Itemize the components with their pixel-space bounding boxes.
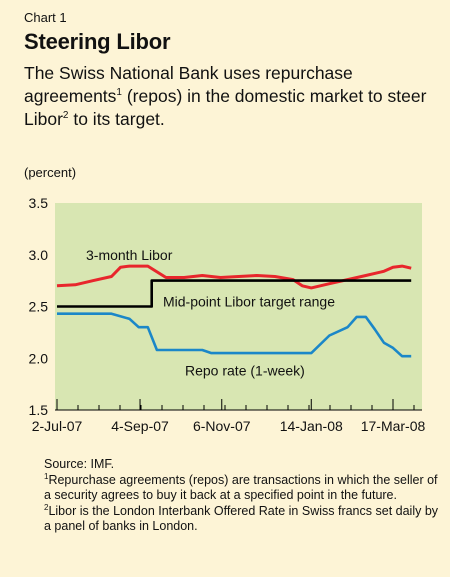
y-tick-label: 2.0 xyxy=(29,350,49,366)
y-tick-label: 2.5 xyxy=(29,299,49,315)
y-tick-label: 3.5 xyxy=(29,195,49,211)
footnote-2-mark: 2 xyxy=(44,502,49,512)
subtitle-footnote-1: 1 xyxy=(116,87,122,99)
subtitle-text-3: to its target. xyxy=(68,109,165,129)
footnote-1-mark: 1 xyxy=(44,471,49,481)
libor-line xyxy=(56,264,412,290)
chart-number: Chart 1 xyxy=(24,10,67,25)
x-tick-label: 14-Jan-08 xyxy=(280,418,343,434)
subtitle-text-2: (repos) in the domestic market to steer … xyxy=(24,86,427,129)
repo-annotation: Repo rate (1-week) xyxy=(185,363,305,379)
repo-rate-line xyxy=(57,312,412,358)
x-tick-label: 4-Sep-07 xyxy=(111,418,169,434)
target-range-line xyxy=(57,279,412,308)
footnote-1: 1Repurchase agreements (repos) are trans… xyxy=(44,471,439,504)
chart-subtitle: The Swiss National Bank uses repurchase … xyxy=(24,62,434,131)
subtitle-footnote-2: 2 xyxy=(62,110,69,122)
target-annotation: Mid-point Libor target range xyxy=(163,293,335,309)
libor-annotation: 3-month Libor xyxy=(86,247,173,263)
line-chart: 1.5 2.0 2.5 3.0 3.5 2-Jul-07 4-Sep-07 6-Nov-07 1… xyxy=(29,195,426,434)
y-tick-label: 3.0 xyxy=(29,247,49,263)
y-tick-label: 1.5 xyxy=(29,402,49,418)
subtitle-text-1: The Swiss National Bank uses repurchase … xyxy=(24,63,353,106)
footnote-2: 2Libor is the London Interbank Offered R… xyxy=(44,502,439,535)
x-tick-label: 2-Jul-07 xyxy=(32,418,83,434)
footnote-1-text: Repurchase agreements (repos) are transa… xyxy=(44,472,438,503)
x-tick-label: 17-Mar-08 xyxy=(361,418,426,434)
source-note: Source: IMF. xyxy=(44,457,115,471)
footnote-2-text: Libor is the London Interbank Offered Ra… xyxy=(44,503,439,534)
y-unit-label: (percent) xyxy=(24,165,77,180)
chart-title: Steering Libor xyxy=(24,29,171,54)
x-tick-label: 6-Nov-07 xyxy=(193,418,251,434)
chart-notes: Source: IMF. 1Repurchase agreements (rep… xyxy=(44,457,439,535)
